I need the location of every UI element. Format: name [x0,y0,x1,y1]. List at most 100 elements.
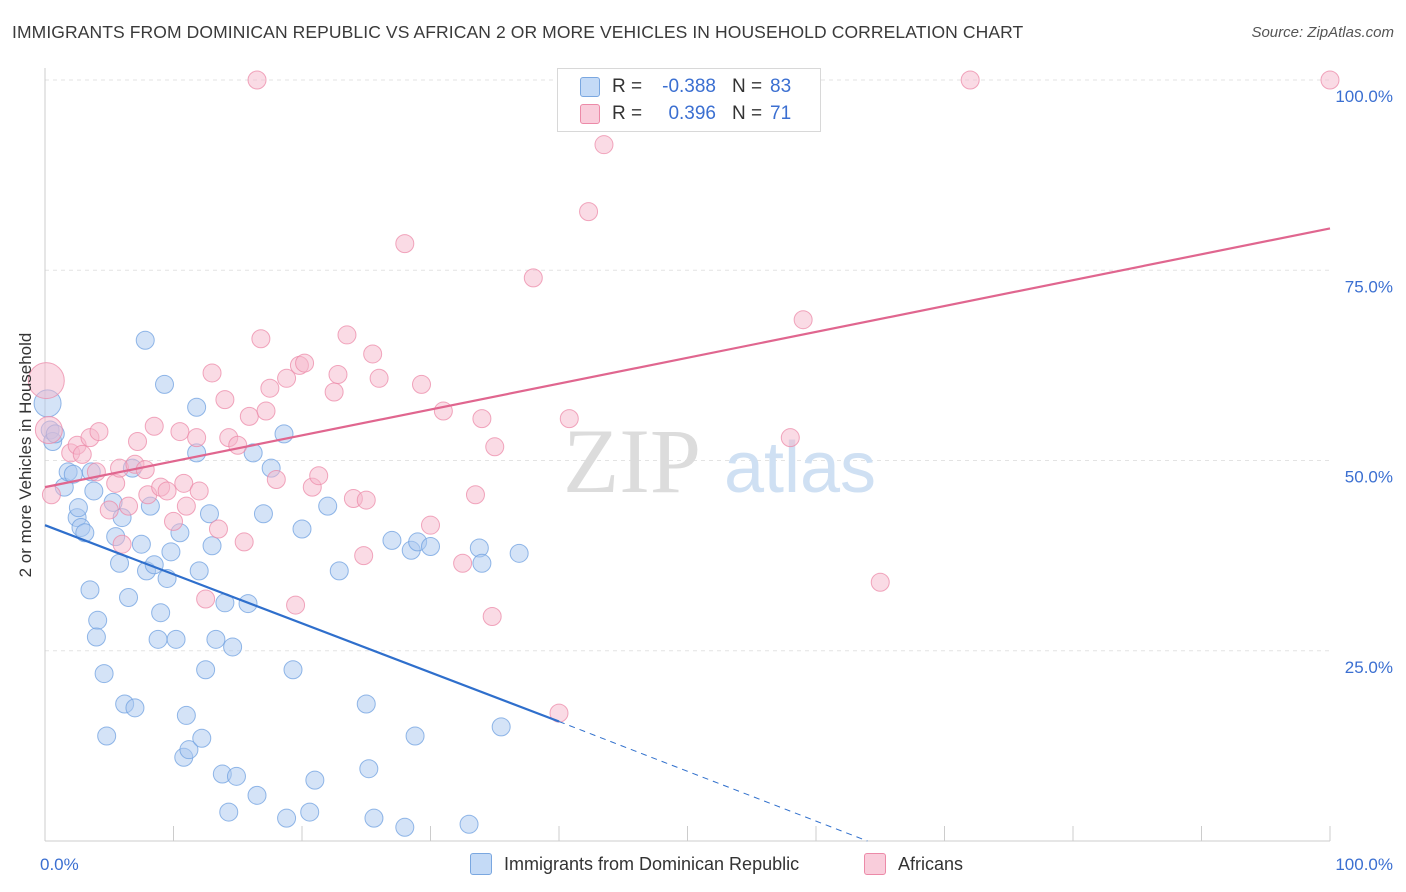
point-africans [523,268,543,288]
point-africans [189,481,209,501]
point-dominican [135,330,155,350]
x-tick-label: 0.0% [40,855,79,874]
point-dominican [206,629,226,649]
trend-line-africans [44,227,1331,489]
bottom-legend-swatch-dominican [470,853,492,875]
point-dominican [364,808,384,828]
point-dominican [97,726,117,746]
point-dominican [243,443,263,463]
point-africans [363,344,383,364]
point-africans [174,473,194,493]
point-africans [549,703,569,723]
x-tick-label: 100.0% [1335,855,1393,874]
legend-swatch-africans [580,104,600,124]
point-dominican [305,770,325,790]
y-tick-label: 100.0% [1335,87,1393,106]
point-africans [453,553,473,573]
point-dominican [176,705,196,725]
bottom-legend-swatch-africans [864,853,886,875]
point-dominican [509,543,529,563]
point-dominican [300,802,320,822]
point-dominican [94,664,114,684]
point-dominican [219,802,239,822]
point-africans [277,368,297,388]
tick-labels: 25.0% 50.0% 75.0% 100.0% 0.0% 100.0% [40,87,1393,874]
correlation-legend: R = -0.388 N = 83 R = 0.396 N = 71 [557,68,821,132]
point-africans [793,310,813,330]
point-africans [202,363,222,383]
trend-line-dominican [44,524,560,723]
point-dominican [405,726,425,746]
point-dominican [382,530,402,550]
point-dominican [395,817,415,837]
y-tick-label: 25.0% [1345,658,1393,677]
point-dominican [155,374,175,394]
point-dominican [84,481,104,501]
point-dominican [199,504,219,524]
y-axis-label: 2 or more Vehicles in Household [16,332,35,578]
point-africans [472,409,492,429]
point-africans [266,470,286,490]
point-africans [421,515,440,535]
point-africans [579,202,599,222]
legend-row-dominican: R = -0.388 N = 83 [580,74,791,100]
point-dominican [119,587,139,607]
point-africans [482,607,502,627]
source-label: Source: ZipAtlas.com [1251,24,1394,41]
point-africans [187,428,207,448]
point-dominican [161,542,181,562]
point-africans [594,135,614,155]
y-axis-label-wrap: 2 or more Vehicles in Household [6,333,46,578]
point-dominican [68,498,88,518]
point-africans [99,500,119,520]
point-africans [72,444,92,464]
y-tick-label: 50.0% [1345,468,1393,487]
point-dominican [179,740,199,760]
bottom-legend-africans: Africans [864,851,963,877]
point-dominican [131,534,151,554]
point-africans [286,595,306,615]
point-africans [208,519,228,539]
grid-lines [45,79,1330,652]
axes [44,68,1331,842]
legend-r-value: 0.396 [668,103,716,124]
point-africans [1320,70,1340,90]
point-dominican [253,504,273,524]
legend-n-label: N = [732,76,763,97]
point-africans [89,422,109,442]
point-africans [870,572,890,592]
point-africans [228,435,248,455]
point-africans [465,485,485,505]
point-dominican [192,728,212,748]
point-africans [119,496,139,516]
point-africans [157,481,177,501]
point-dominican [88,610,108,630]
point-africans [247,70,267,90]
point-africans [324,382,344,402]
point-africans [960,70,980,90]
trend-lines [44,227,1331,842]
legend-n-value: 71 [770,103,792,124]
bottom-legend-label-africans: Africans [898,853,964,874]
legend-n-label: N = [732,103,763,124]
point-africans [144,416,164,436]
data-points [27,70,1340,837]
point-africans [239,406,259,426]
chart-title: IMMIGRANTS FROM DOMINICAN REPUBLIC VS AF… [12,22,1024,42]
point-africans [27,362,65,400]
legend-n-value: 83 [770,76,792,97]
point-dominican [80,580,100,600]
watermark: ZIP atlas [563,410,876,512]
point-dominican [277,808,297,828]
legend-r-label: R = [612,103,643,124]
point-africans [34,416,63,445]
point-africans [234,532,254,552]
point-africans [260,378,280,398]
point-dominican [187,397,207,417]
point-africans [328,365,348,385]
point-africans [295,353,315,373]
point-africans [395,234,415,254]
point-dominican [283,660,303,680]
watermark-zip: ZIP [563,410,701,512]
point-dominican [318,496,338,516]
